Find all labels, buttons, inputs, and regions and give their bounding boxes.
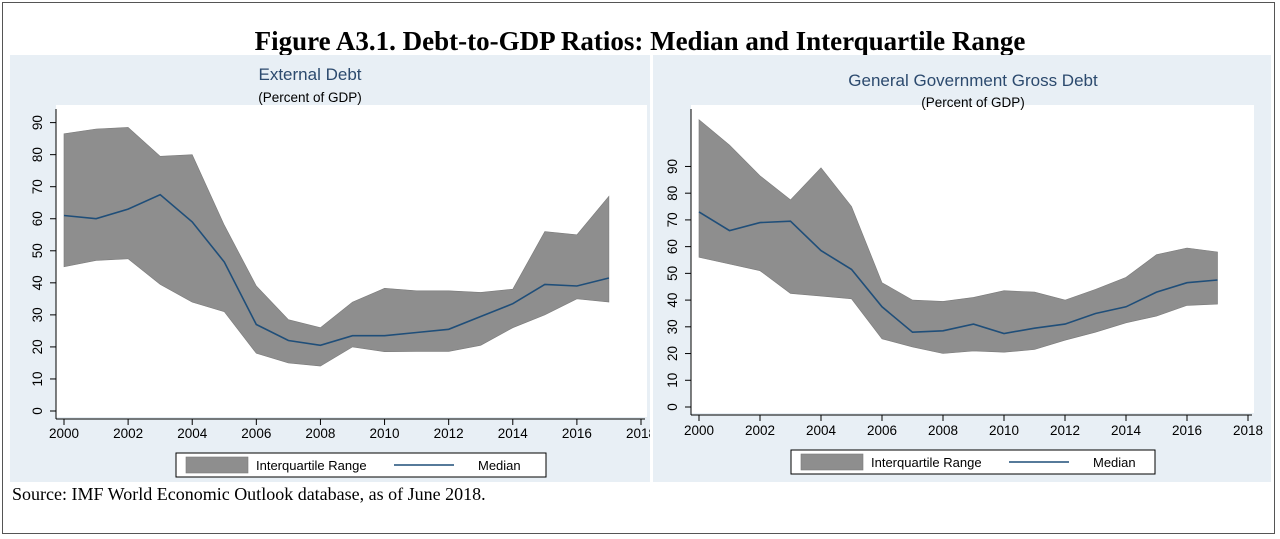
gov-debt-y-tick-label: 20 — [665, 346, 680, 361]
gov-debt-subtitle: (Percent of GDP) — [921, 95, 1025, 110]
external-debt-median-line — [63, 193, 610, 347]
external-debt-subtitle: (Percent of GDP) — [258, 90, 362, 105]
external-debt-title: External Debt — [259, 65, 362, 84]
gov-debt-x-tick-label: 2012 — [1050, 423, 1080, 438]
external-debt-y-tick-label: 0 — [30, 407, 45, 415]
external-debt-x-tick-label: 2010 — [370, 426, 400, 441]
gov-debt-legend-median-label: Median — [1093, 455, 1136, 470]
gov-debt-y-tick-label: 50 — [665, 266, 680, 281]
gov-debt-x-tick-label: 2000 — [684, 423, 714, 438]
external-debt-x-tick-label: 2012 — [434, 426, 464, 441]
gov-debt-x-tick-label: 2002 — [745, 423, 775, 438]
gov-debt-y-tick-label: 70 — [665, 212, 680, 227]
gov-debt-x-tick-label: 2004 — [806, 423, 837, 438]
gov-debt-y-tick-label: 30 — [665, 319, 680, 334]
external-debt-interquartile-band — [63, 127, 610, 367]
external-debt-y-tick-label: 40 — [30, 275, 45, 290]
gov-debt-x-tick-label: 2008 — [928, 423, 958, 438]
gov-debt-y-tick-label: 80 — [665, 186, 680, 201]
gov-debt-y-tick-label: 40 — [665, 293, 680, 308]
external-debt-x-tick-label: 2002 — [113, 426, 143, 441]
gov-debt-legend-band-label: Interquartile Range — [871, 455, 982, 470]
external-debt-legend-band-label: Interquartile Range — [256, 458, 367, 473]
government-debt-chart: General Government Gross Debt (Percent of… — [653, 55, 1271, 482]
gov-debt-x-tick-label: 2014 — [1111, 423, 1142, 438]
external-debt-y-tick-label: 50 — [30, 243, 45, 258]
gov-debt-y-tick-label: 60 — [665, 239, 680, 254]
gov-debt-interquartile-band — [698, 119, 1218, 354]
external-debt-y-tick-label: 90 — [30, 115, 45, 130]
gov-debt-x-tick-label: 2016 — [1172, 423, 1202, 438]
external-debt-y-tick-label: 10 — [30, 371, 45, 386]
external-debt-x-tick-label: 2008 — [305, 426, 335, 441]
external-debt-y-tick-label: 30 — [30, 307, 45, 322]
external-debt-legend-band-swatch — [185, 456, 249, 474]
external-debt-x-tick-label: 2000 — [49, 426, 79, 441]
external-debt-x-tick-label: 2014 — [498, 426, 529, 441]
external-debt-x-tick-label: 2006 — [241, 426, 271, 441]
external-debt-y-tick-label: 70 — [30, 179, 45, 194]
source-note: Source: IMF World Economic Outlook datab… — [12, 484, 486, 504]
external-debt-x-tick-label: 2016 — [562, 426, 592, 441]
gov-debt-title: General Government Gross Debt — [848, 71, 1098, 90]
external-debt-y-tick-label: 80 — [30, 147, 45, 162]
gov-debt-x-tick-label: 2018 — [1233, 423, 1263, 438]
figure-title: Figure A3.1. Debt-to-GDP Ratios: Median … — [254, 26, 1026, 56]
gov-debt-y-tick-label: 90 — [665, 159, 680, 174]
external-debt-x-tick-label: 2004 — [177, 426, 208, 441]
gov-debt-y-tick-label: 10 — [665, 373, 680, 388]
gov-debt-y-tick-label: 0 — [665, 403, 680, 411]
gov-debt-x-tick-label: 2010 — [989, 423, 1019, 438]
gov-debt-median-line — [698, 211, 1218, 335]
gov-debt-x-tick-label: 2006 — [867, 423, 897, 438]
external-debt-legend-median-label: Median — [478, 458, 521, 473]
external-debt-y-tick-label: 60 — [30, 211, 45, 226]
external-debt-x-tick-label: 2018 — [626, 426, 650, 441]
external-debt-y-tick-label: 20 — [30, 339, 45, 354]
gov-debt-legend-band-swatch — [800, 453, 864, 471]
external-debt-chart: External Debt (Percent of GDP) 0 10 20 30 40 50… — [10, 55, 650, 482]
